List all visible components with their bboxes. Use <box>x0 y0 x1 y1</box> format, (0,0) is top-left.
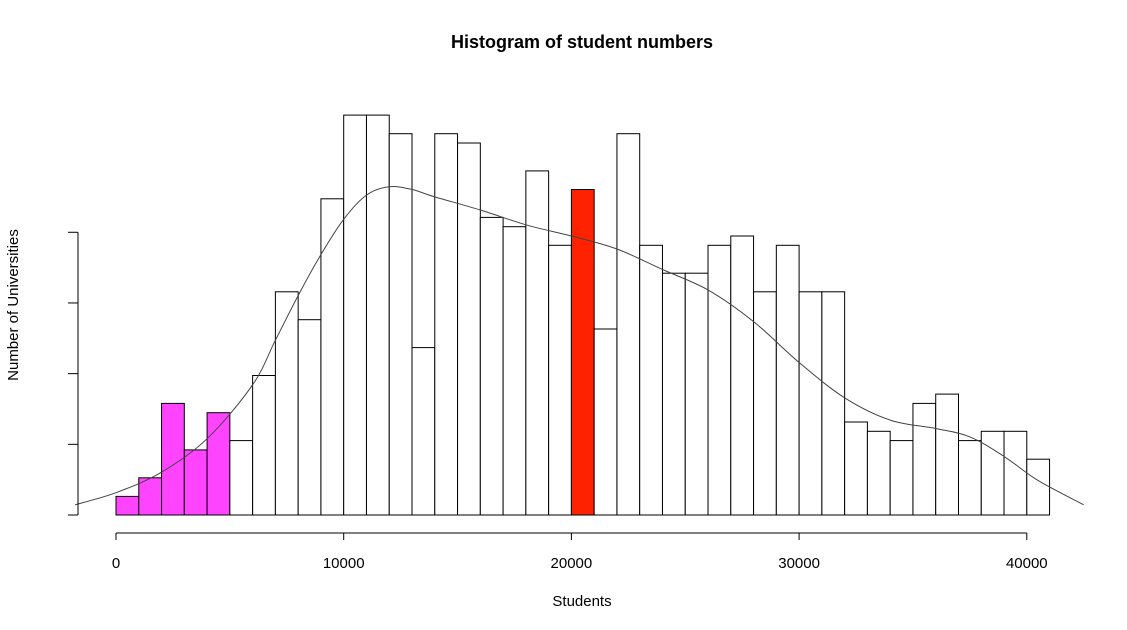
histogram-bar <box>798 291 823 516</box>
histogram-bar <box>957 440 982 516</box>
histogram-bar <box>320 198 345 516</box>
histogram-bar <box>935 393 959 516</box>
histogram-bar <box>297 319 322 516</box>
x-axis-label: Students <box>552 593 611 610</box>
x-axis: 0 10000 20000 30000 40000 <box>112 532 1048 572</box>
density-curve <box>74 185 1084 506</box>
histogram-bar <box>889 440 914 516</box>
histogram-bar <box>206 412 231 516</box>
histogram-bar <box>639 244 663 516</box>
chart-title: Histogram of student numbers <box>451 32 713 52</box>
histogram-bar <box>388 133 413 516</box>
histogram-bar <box>730 235 755 516</box>
histogram-bar <box>912 402 937 516</box>
bars-group <box>115 114 1051 516</box>
y-axis-label: Number of Universities <box>5 229 22 381</box>
histogram-bar <box>570 189 595 516</box>
histogram-bar <box>1003 430 1028 516</box>
histogram-bar <box>479 216 504 516</box>
histogram-bar <box>844 421 868 516</box>
histogram-bar <box>434 133 459 516</box>
histogram-bar <box>138 477 163 516</box>
histogram-bar <box>525 170 550 516</box>
histogram-bar <box>1026 458 1051 516</box>
histogram-bar <box>183 449 208 516</box>
histogram-bar <box>821 291 846 516</box>
histogram-bar <box>593 328 618 516</box>
histogram-bar <box>274 291 299 516</box>
histogram-bar <box>502 226 527 516</box>
histogram-bar <box>753 291 777 516</box>
y-axis <box>68 231 79 516</box>
histogram-bar <box>866 430 891 516</box>
histogram-bar <box>161 402 185 516</box>
x-tick-label: 0 <box>112 555 120 572</box>
histogram-bar <box>684 272 709 516</box>
x-tick-label: 30000 <box>778 555 820 572</box>
histogram-bar <box>229 440 254 516</box>
histogram-bar <box>661 272 686 516</box>
x-tick-label: 20000 <box>551 555 593 572</box>
histogram-bar <box>775 244 800 516</box>
histogram-bar <box>616 133 641 516</box>
histogram-bar <box>115 495 140 516</box>
histogram-bar <box>457 142 481 516</box>
x-tick-label: 40000 <box>1006 555 1048 572</box>
x-tick-label: 10000 <box>323 555 365 572</box>
histogram-bar <box>548 244 572 516</box>
histogram-bar <box>252 375 276 516</box>
histogram-bar <box>707 244 732 516</box>
histogram-bar <box>411 347 436 516</box>
density-curve-group <box>74 185 1084 506</box>
histogram-bar <box>365 114 390 516</box>
histogram-bar <box>343 114 367 516</box>
